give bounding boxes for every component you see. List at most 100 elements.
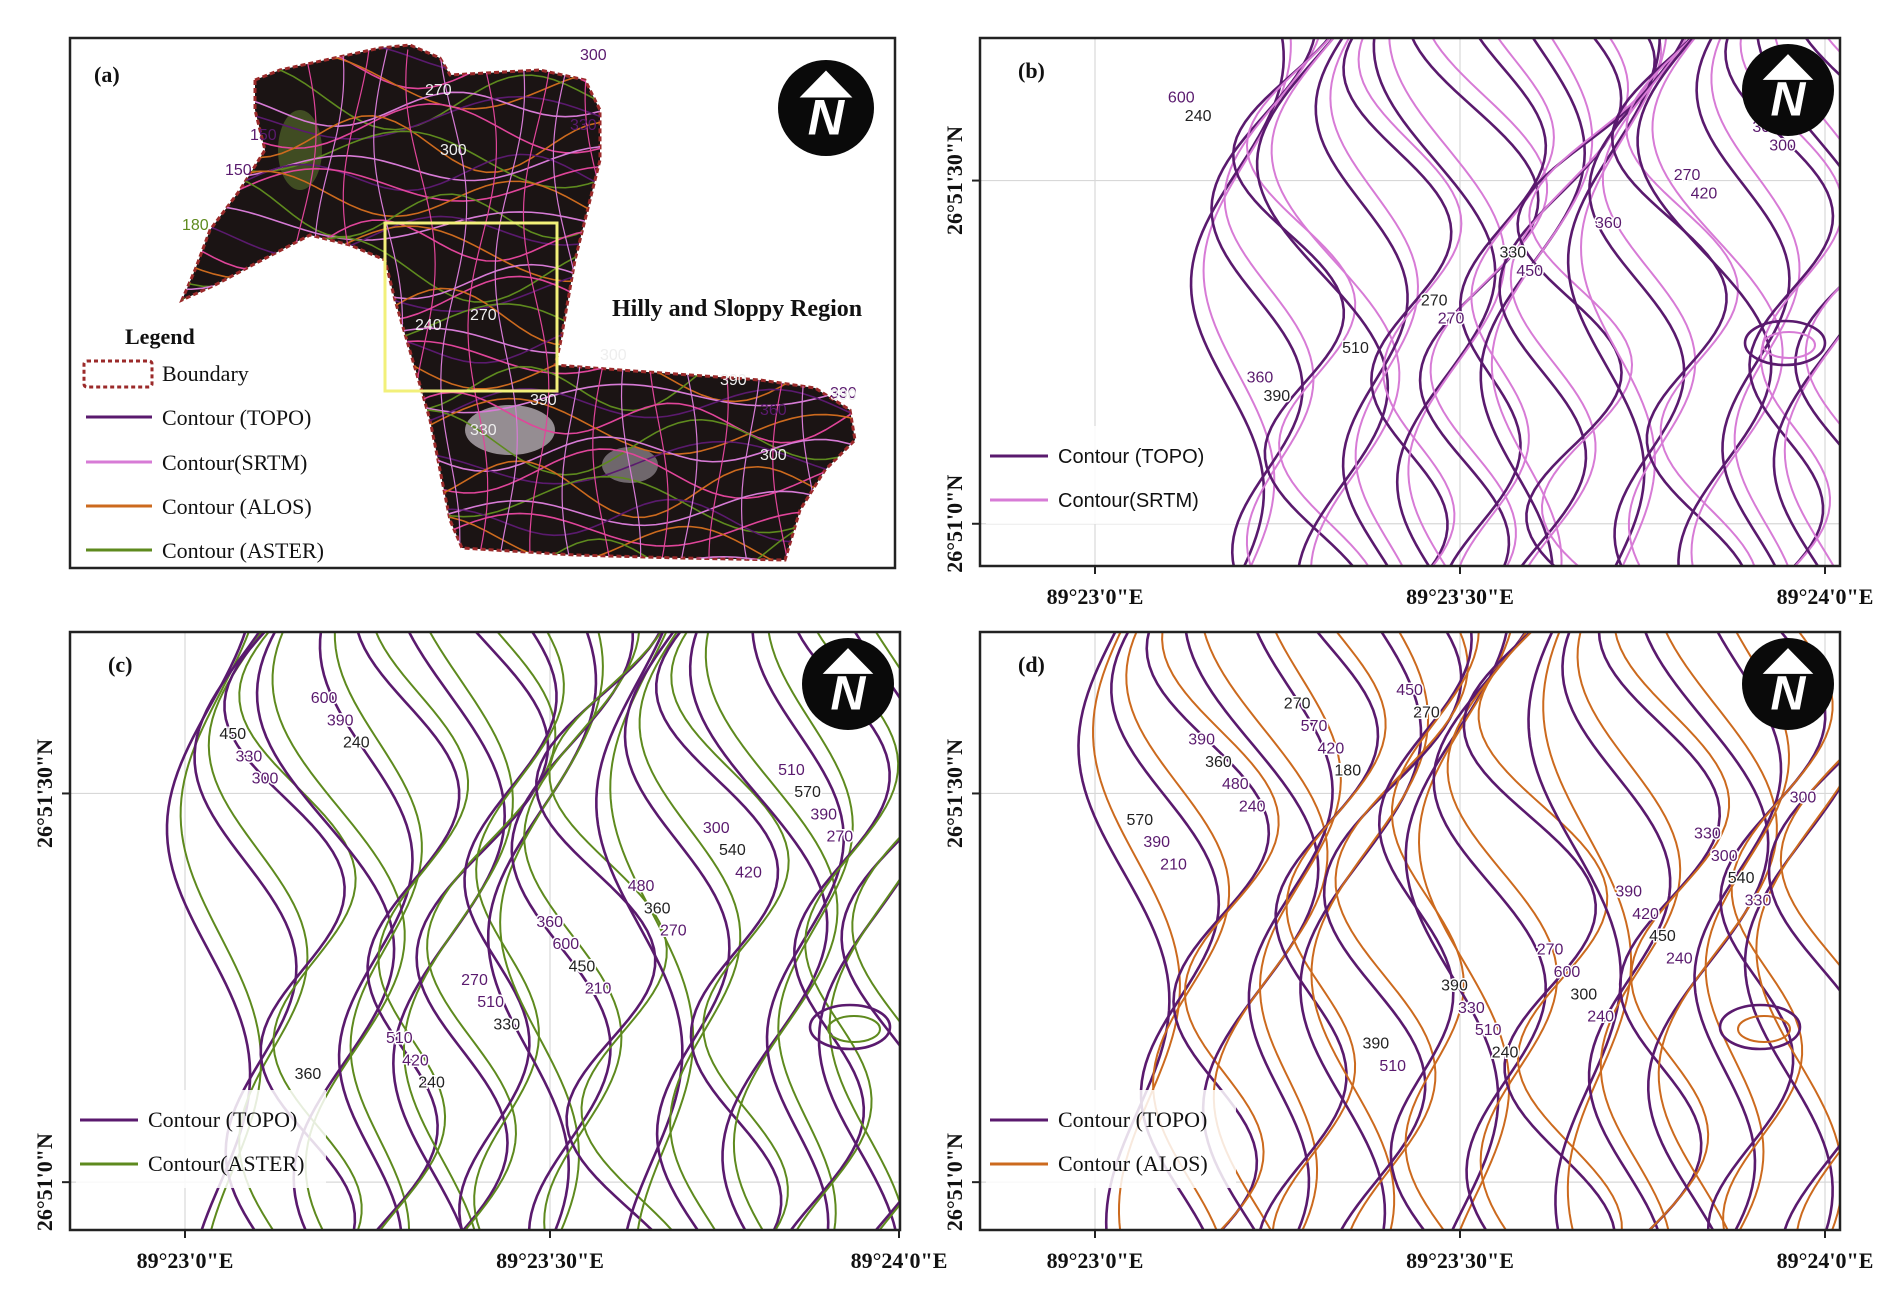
- contour-line: [494, 49, 526, 560]
- contour-label: 480: [1222, 776, 1249, 793]
- contour-topo: [789, 632, 891, 1230]
- contour-label: 600: [552, 936, 579, 953]
- contour-label: 270: [1421, 292, 1448, 309]
- contour-label: 330: [1500, 244, 1527, 261]
- contour-label: 240: [1587, 1009, 1614, 1026]
- contour-label: 450: [1396, 682, 1423, 699]
- panel-d-frame: [978, 630, 1842, 1232]
- legend-boundary-swatch: [82, 359, 154, 389]
- contour-topo: [458, 632, 558, 1230]
- contour-label: 330: [1694, 825, 1721, 842]
- legend-entry: Contour (ASTER): [162, 538, 324, 563]
- north-arrow-disc: [1742, 44, 1834, 136]
- contour-label: 300: [1790, 790, 1817, 807]
- contour-label: 360: [644, 900, 671, 917]
- legend-entry: Contour (ALOS): [162, 494, 312, 519]
- contour-overlay: [638, 632, 742, 1230]
- panel-a-frame: [68, 36, 897, 570]
- north-arrow-icon: N: [802, 638, 894, 730]
- contour-overlay: [827, 1015, 881, 1043]
- contour-topo: [1432, 632, 1547, 1230]
- legend-box: [76, 1090, 326, 1188]
- north-arrow-letter: N: [831, 666, 867, 720]
- contour-topo: [415, 632, 550, 1230]
- contour-topo: [623, 632, 731, 1230]
- contour-line: [467, 49, 498, 560]
- contour-topo: [1743, 785, 1840, 1230]
- contour-label: 300: [580, 47, 607, 64]
- contour-label: 570: [794, 784, 821, 801]
- contour-label: 300: [760, 447, 787, 464]
- contour-label: 330: [570, 117, 597, 134]
- contour-overlay: [1710, 38, 1801, 566]
- contour-topo: [595, 632, 684, 1230]
- terrain-patch: [278, 110, 322, 190]
- contour-overlay: [1576, 632, 1682, 1230]
- contour-label: 330: [470, 422, 497, 439]
- contour-overlay: [1625, 38, 1756, 566]
- contour-overlay: [795, 632, 900, 1230]
- legend-entry: Contour (TOPO): [148, 1107, 297, 1132]
- contour-overlay: [1804, 38, 1840, 426]
- contour-topo: [1299, 632, 1423, 1230]
- contour-label: 390: [1615, 884, 1642, 901]
- contour-label: 210: [585, 981, 612, 998]
- contour-label: 510: [1475, 1022, 1502, 1039]
- contour-label: 570: [1301, 718, 1328, 735]
- contour-label: 510: [477, 994, 504, 1011]
- contour-topo: [535, 632, 662, 1230]
- legend-title: Legend: [125, 324, 195, 349]
- panel-b-contours: [1189, 38, 1840, 566]
- contour-label: 540: [1728, 870, 1755, 887]
- contour-label: 330: [830, 385, 857, 402]
- contour-label: 390: [1441, 978, 1468, 995]
- region-label: Hilly and Sloppy Region: [612, 296, 862, 322]
- contour-label: 300: [1711, 848, 1738, 865]
- contour-label: 300: [703, 820, 730, 837]
- contour-overlay: [1329, 38, 1419, 566]
- north-arrow-letter: N: [1771, 72, 1807, 126]
- panel-b-label: (b): [1018, 58, 1045, 83]
- contour-topo: [1610, 38, 1744, 566]
- contour-label: 240: [343, 735, 370, 752]
- contour-overlay: [851, 835, 900, 1230]
- contour-overlay: [1737, 1015, 1791, 1043]
- legend-entry: Contour(ASTER): [148, 1151, 304, 1176]
- contour-topo: [1767, 760, 1840, 1230]
- lon-tick-label: 89°23'0"E: [1047, 1248, 1144, 1273]
- contour-label: 510: [778, 762, 805, 779]
- contour-overlay: [767, 632, 854, 1230]
- north-arrow-icon: N: [1742, 44, 1834, 136]
- contour-label: 240: [1185, 108, 1212, 125]
- contour-label: 600: [311, 690, 338, 707]
- lon-tick-label: 89°23'0"E: [1047, 584, 1144, 609]
- lat-tick-label: 26°51'0"N: [942, 475, 967, 573]
- contour-label: 360: [1595, 215, 1622, 232]
- contour-label: 150: [225, 162, 252, 179]
- contour-label: 270: [1413, 704, 1440, 721]
- contour-label: 450: [219, 726, 246, 743]
- contour-overlay: [333, 632, 423, 1230]
- contour-topo: [1145, 632, 1271, 1230]
- contour-overlay: [1580, 38, 1668, 566]
- contour-topo: [1743, 319, 1827, 367]
- contour-label: 480: [628, 878, 655, 895]
- contour-overlay: [1542, 632, 1633, 1230]
- contour-overlay: [1601, 38, 1697, 566]
- contour-overlay: [1762, 331, 1816, 359]
- legend-box: [986, 1090, 1236, 1188]
- legend-entry: Contour(SRTM): [1058, 490, 1199, 512]
- contour-overlay: [1774, 38, 1840, 566]
- contour-overlay: [1390, 632, 1480, 1230]
- contour-topo: [1588, 38, 1686, 566]
- contour-label: 300: [600, 347, 627, 364]
- contour-label: 570: [1126, 812, 1153, 829]
- contour-label: 600: [1168, 90, 1195, 107]
- legend-entry: Contour (TOPO): [1058, 446, 1204, 468]
- contour-overlay: [1245, 38, 1370, 566]
- contour-overlay: [1458, 38, 1555, 566]
- contour-label: 330: [1458, 1000, 1485, 1017]
- contour-label: 240: [1239, 798, 1266, 815]
- contour-topo: [1566, 38, 1661, 566]
- contour-overlay: [1429, 38, 1549, 566]
